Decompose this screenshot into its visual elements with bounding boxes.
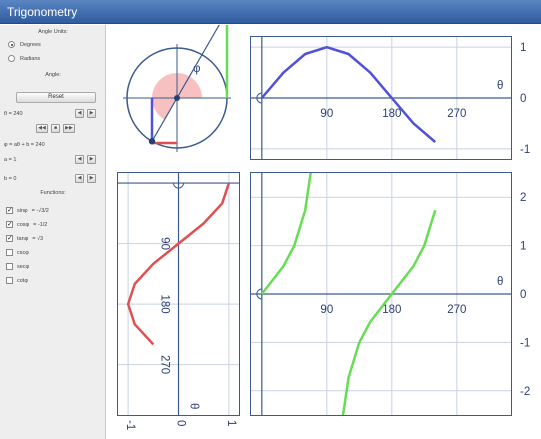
b-decrement-button[interactable]: ◀ [75,174,84,183]
x-tick-label: 90 [320,108,333,120]
cos-checkbox-row[interactable]: ✓ cosφ = -1/2 [6,221,47,228]
cos-value: = -1/2 [33,221,48,228]
radians-radio[interactable] [8,55,15,62]
value-tick-label: 1 [225,420,237,426]
tan-graph: 90 180 270 θ [251,173,511,415]
tan-value: = √3 [32,235,44,242]
x-tick-label: 180 [382,304,401,316]
y-tick-label: 1 [520,241,526,253]
sec-label: secφ [17,263,30,270]
unit-circle: φ [123,25,231,152]
sin-checkbox-row[interactable]: ✓ sinφ = -√3/2 [6,207,49,214]
rewind-button[interactable]: ◀◀ [36,124,48,133]
reset-button[interactable]: Reset [16,92,96,103]
fast-forward-button[interactable]: ▶▶ [63,124,75,133]
y-tick-label: -2 [520,386,530,398]
sin-graph: 90 180 270 θ [251,37,511,159]
angle-units-heading: Angle Units: [38,29,68,35]
y-tick-label: 0 [520,289,526,301]
cot-label: cotφ [17,277,28,284]
cos-label: cosφ [17,221,30,228]
y-tick-label: 1 [520,42,526,54]
value-tick-label: -1 [124,420,136,430]
origin-marker [256,92,262,104]
b-increment-button[interactable]: ▶ [87,174,96,183]
cos-value-tick-labels: -1 0 1 [124,420,237,430]
circle-center-point [174,95,180,101]
stop-button[interactable]: ■ [51,124,60,133]
x-tick-label: 270 [447,304,466,316]
x-tick-label: 270 [447,108,466,120]
theta-tick-label: 270 [159,355,171,374]
series-line [260,45,437,143]
b-readout: b = 0 [4,176,17,182]
tan-checkbox-row[interactable]: ✓ tanφ = √3 [6,235,43,242]
csc-label: cscφ [17,249,29,256]
csc-checkbox[interactable] [6,249,13,256]
value-tick-label: 0 [175,420,187,426]
sidebar: Angle Units: Degrees Radians Angle: Rese… [0,25,106,439]
radius-line [151,25,220,142]
cot-checkbox[interactable] [6,277,13,284]
theta-readout: θ = 240 [4,111,23,117]
cot-checkbox-row[interactable]: cotφ [6,277,28,284]
cos-checkbox[interactable]: ✓ [6,221,13,228]
series-line [260,173,437,415]
csc-checkbox-row[interactable]: cscφ [6,249,29,256]
degrees-radio[interactable] [8,41,15,48]
series-line [126,182,231,346]
sin-y-tick-labels: 1 0 -1 [520,42,530,156]
sin-value: = -√3/2 [31,207,49,214]
theta-label: θ [497,276,503,288]
phi-label: φ [193,63,200,75]
y-tick-label: 2 [520,192,526,204]
sec-checkbox-row[interactable]: secφ [6,263,29,270]
a-increment-button[interactable]: ▶ [87,155,96,164]
a-readout: a = 1 [4,157,17,163]
x-tick-label: 180 [382,108,401,120]
tan-label: tanφ [17,235,29,242]
tan-graph-panel: 90 180 270 θ [250,172,512,416]
radians-label: Radians [20,55,41,62]
theta-label: θ [188,403,200,409]
tan-checkbox[interactable]: ✓ [6,235,13,242]
y-tick-label: -1 [520,144,530,156]
title-bar: Trigonometry [0,0,541,24]
a-decrement-button[interactable]: ◀ [75,155,84,164]
y-tick-label: -1 [520,337,530,349]
y-tick-label: 0 [520,93,526,105]
phi-formula: φ = aθ + b = 240 [4,142,45,148]
theta-decrement-button[interactable]: ◀ [75,109,84,118]
theta-tick-label: 180 [159,294,171,313]
x-tick-label: 90 [320,304,333,316]
angle-heading: Angle: [45,72,61,78]
sin-checkbox[interactable]: ✓ [6,207,13,214]
origin-marker [173,183,184,189]
app-title: Trigonometry [7,5,78,19]
tan-y-tick-labels: 2 1 0 -1 -2 [520,192,530,398]
origin-marker [256,288,262,300]
degrees-radio-row[interactable]: Degrees [8,41,41,48]
angle-point[interactable] [148,138,156,145]
theta-increment-button[interactable]: ▶ [87,109,96,118]
theta-label: θ [497,80,503,92]
sin-graph-panel: 90 180 270 θ [250,36,512,160]
cos-graph-panel: 90 180 270 θ [117,172,240,416]
sin-label: sinφ [17,207,28,214]
radians-radio-row[interactable]: Radians [8,55,40,62]
cos-graph: 90 180 270 θ [118,173,239,415]
degrees-label: Degrees [20,41,41,48]
theta-tick-label: 90 [159,237,171,250]
functions-heading: Functions: [40,190,66,196]
sec-checkbox[interactable] [6,263,13,270]
